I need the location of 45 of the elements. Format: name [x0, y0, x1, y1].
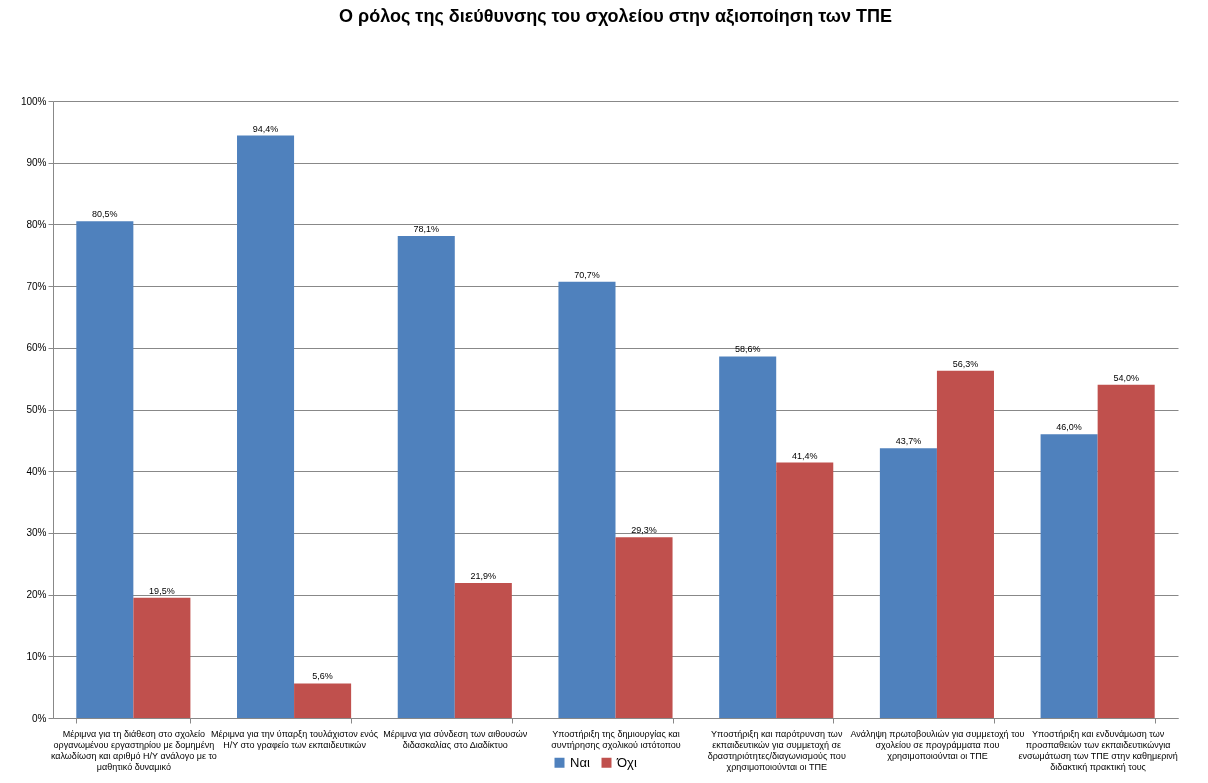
bar	[397, 236, 455, 718]
data-label: 43,7%	[895, 436, 922, 447]
legend-label: Όχι	[616, 754, 637, 770]
legend-label: Ναι	[570, 754, 590, 770]
y-tick-label: 90%	[26, 157, 47, 169]
bar	[776, 462, 834, 718]
data-label: 21,9%	[470, 570, 497, 581]
x-tick-label: Μέριμνα για σύνδεση των αιθουσών διδασκαλίας στο Διαδίκτυο	[383, 728, 528, 750]
bar	[879, 448, 937, 718]
data-label: 78,1%	[413, 224, 440, 235]
bar	[294, 683, 352, 718]
data-label: 94,4%	[252, 123, 279, 134]
y-tick-label: 100%	[20, 95, 47, 107]
data-label: 41,4%	[791, 450, 818, 461]
bar	[237, 135, 295, 718]
bar	[454, 582, 512, 718]
bar	[133, 597, 191, 718]
bar	[1097, 384, 1155, 718]
y-tick-label: 20%	[26, 589, 47, 601]
y-tick-label: 60%	[26, 342, 47, 354]
data-label: 80,5%	[92, 209, 118, 220]
y-tick-label: 80%	[26, 218, 47, 230]
data-label: 5,6%	[312, 671, 333, 682]
bar	[615, 537, 673, 718]
y-tick-label: 10%	[26, 650, 47, 662]
data-label: 70,7%	[574, 269, 600, 280]
y-tick-label: 30%	[26, 527, 47, 539]
data-label: 46,0%	[1056, 422, 1082, 433]
y-tick-label: 40%	[26, 465, 47, 477]
data-label: 19,5%	[149, 585, 175, 596]
bar	[558, 281, 616, 718]
bar	[719, 356, 777, 718]
data-label: 54,0%	[1113, 372, 1139, 383]
chart-title: Ο ρόλος της διεύθυνσης του σχολείου στην αξιοποίηση των ΤΠΕ	[339, 6, 892, 27]
y-tick-label: 70%	[26, 280, 47, 292]
data-label: 56,3%	[952, 358, 979, 369]
y-tick-label: 0%	[32, 712, 47, 724]
bar	[1040, 434, 1098, 718]
data-label: 58,6%	[734, 344, 761, 355]
bar	[936, 370, 994, 718]
x-tick-label: Υποστήριξη και παρότρυνση των εκπαιδευτικών για συμμετοχή σε δραστηριότητες/διαγωνισμούς που χρησιμοποιούνται οι ΤΠΕ	[707, 728, 846, 772]
bar	[76, 221, 134, 718]
data-label: 29,3%	[631, 525, 657, 536]
y-tick-label: 50%	[26, 404, 47, 415]
x-tick-label: Υποστήριξη της δημιουργίας και συντήρησης σχολικού ιστότοπου	[551, 728, 681, 750]
